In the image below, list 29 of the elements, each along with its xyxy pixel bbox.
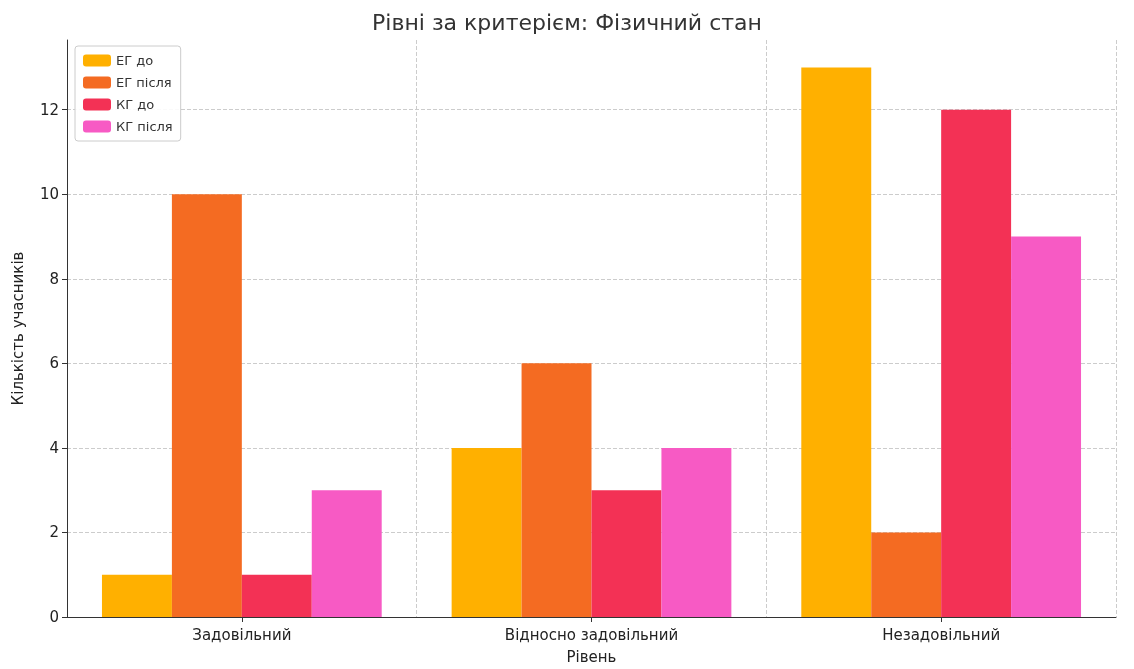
x-tick-label: Відносно задовільний [504, 625, 679, 644]
x-tick-label: Задовільний [192, 625, 292, 644]
bar [241, 574, 312, 617]
x-axis-title: Рівень [566, 647, 617, 666]
bar [941, 109, 1012, 617]
chart-title: Рівні за критерієм: Фізичний стан [372, 9, 762, 35]
y-tick-label: 6 [49, 354, 59, 373]
bar [661, 447, 732, 617]
y-tick-label: 0 [49, 608, 59, 626]
y-axis-title: Кількість учасників [8, 251, 27, 406]
x-tick-label: Незадовільний [882, 625, 1001, 644]
y-tick-label: 10 [39, 185, 59, 204]
bar [171, 194, 242, 617]
y-tick-label: 12 [39, 100, 59, 119]
bar [871, 532, 942, 617]
bar [801, 67, 872, 617]
legend-label: КГ після [116, 119, 173, 134]
legend-label: ЕГ до [116, 53, 154, 68]
legend-label: КГ до [116, 97, 155, 112]
y-tick-label: 8 [49, 269, 59, 288]
y-tick-label: 2 [49, 523, 59, 542]
bar [101, 574, 172, 617]
bar [591, 490, 662, 617]
y-tick-label: 4 [49, 438, 59, 457]
bar [521, 363, 592, 617]
bar [451, 447, 522, 617]
legend-label: ЕГ після [116, 75, 172, 90]
bar [311, 490, 382, 617]
bar [1011, 236, 1082, 617]
